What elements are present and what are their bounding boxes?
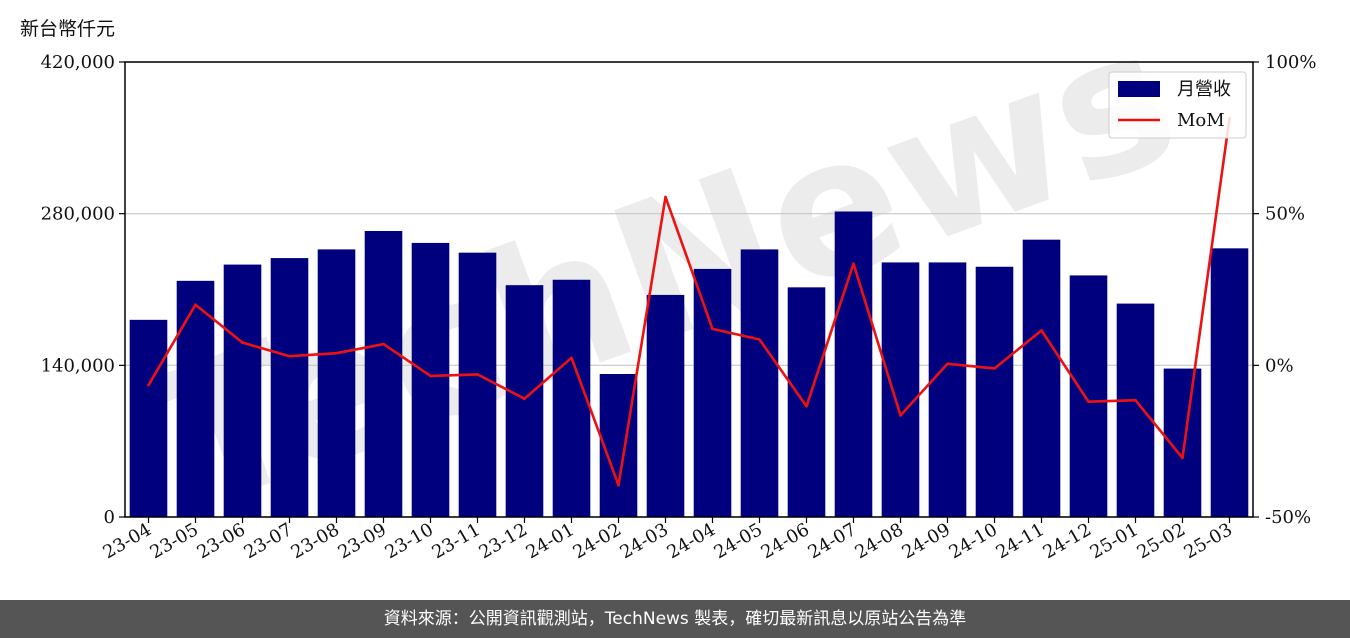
bar-monthly-revenue: [270, 258, 309, 517]
y-right-tick-label: -50%: [1265, 507, 1311, 528]
x-tick-label: 23-11: [429, 519, 484, 563]
x-tick-label: 24-09: [899, 519, 954, 563]
y-left-tick-label: 0: [104, 507, 115, 528]
line-point-mom: [946, 362, 949, 366]
line-point-mom: [147, 383, 150, 387]
line-point-mom: [852, 262, 855, 266]
x-tick-label: 24-11: [993, 519, 1048, 563]
line-point-mom: [570, 356, 573, 360]
bar-monthly-revenue: [1116, 303, 1155, 517]
bar-monthly-revenue: [740, 249, 779, 517]
x-tick-label: 24-08: [852, 519, 907, 563]
line-point-mom: [1134, 398, 1137, 402]
bar-monthly-revenue: [1210, 248, 1249, 518]
bar-monthly-revenue: [975, 266, 1014, 517]
y-left-tick-label: 420,000: [41, 52, 115, 73]
line-point-mom: [523, 397, 526, 401]
bar-series: [129, 211, 1249, 518]
bar-monthly-revenue: [317, 249, 356, 517]
bar-monthly-revenue: [552, 279, 591, 517]
bar-monthly-revenue: [411, 242, 450, 517]
line-mom: [147, 117, 1231, 487]
line-point-mom: [664, 195, 667, 199]
bar-monthly-revenue: [364, 231, 403, 517]
bar-monthly-revenue: [505, 285, 544, 517]
chart-area: TechNews 0140,000280,000420,000-50%0%50%…: [41, 0, 1317, 563]
x-tick-label: 23-08: [288, 519, 343, 563]
y-right-tick-label: 0%: [1265, 355, 1294, 376]
x-tick-label: 24-04: [664, 519, 719, 563]
line-point-mom: [899, 414, 902, 417]
bar-monthly-revenue: [223, 264, 262, 517]
line-point-mom: [335, 351, 338, 355]
line-point-mom: [1087, 400, 1090, 404]
line-point-mom: [1181, 456, 1184, 460]
bar-monthly-revenue: [176, 280, 215, 517]
legend-label-mom: MoM: [1177, 110, 1225, 131]
bar-monthly-revenue: [1069, 275, 1108, 517]
legend: 月營收 MoM: [1108, 71, 1247, 139]
line-point-mom: [429, 374, 432, 378]
line-point-mom: [758, 338, 761, 341]
bar-monthly-revenue: [881, 262, 920, 517]
y-right-tick-label: 100%: [1265, 52, 1316, 73]
x-tick-label: 23-05: [147, 519, 202, 563]
line-point-mom: [288, 354, 291, 358]
x-tick-label: 23-10: [382, 519, 437, 563]
x-tick-label: 24-05: [711, 519, 766, 563]
x-tick-label: 24-02: [570, 519, 625, 563]
x-tick-label: 24-01: [523, 519, 578, 563]
y-axis-unit-label: 新台幣仟元: [20, 18, 116, 40]
bar-monthly-revenue: [693, 268, 732, 517]
line-point-mom: [617, 483, 620, 487]
source-footer: 資料來源：公開資訊觀測站，TechNews 製表，確切最新訊息以原站公告為準: [0, 600, 1350, 638]
x-tick-label: 24-03: [617, 519, 672, 563]
legend-label-revenue: 月營收: [1177, 79, 1231, 100]
line-point-mom: [476, 373, 479, 376]
bar-monthly-revenue: [928, 262, 967, 517]
bar-monthly-revenue: [834, 211, 873, 517]
x-tick-label: 24-07: [805, 519, 860, 563]
x-tick-label: 23-12: [476, 519, 531, 563]
line-point-mom: [1040, 329, 1043, 332]
x-tick-label: 25-03: [1181, 519, 1236, 563]
line-point-mom: [194, 303, 197, 306]
x-tick-label: 24-06: [758, 519, 813, 563]
x-tick-label: 24-12: [1040, 519, 1095, 563]
line-point-mom: [993, 367, 996, 370]
plot-frame: [124, 61, 1254, 518]
y-left-tick-label: 140,000: [41, 355, 115, 376]
bar-monthly-revenue: [646, 294, 685, 517]
x-tick-label: 24-10: [946, 519, 1001, 563]
x-tick-label: 23-09: [335, 519, 390, 563]
x-tick-label: 25-01: [1087, 519, 1142, 563]
x-tick-label: 25-02: [1134, 519, 1189, 563]
bar-monthly-revenue: [1022, 239, 1061, 517]
line-point-mom: [382, 342, 385, 346]
bar-monthly-revenue: [129, 319, 168, 517]
bar-monthly-revenue: [458, 252, 497, 517]
y-left-tick-label: 280,000: [41, 204, 115, 225]
line-point-mom: [805, 404, 808, 408]
bar-monthly-revenue: [599, 374, 638, 517]
legend-swatch-bar: [1118, 81, 1160, 97]
y-right-tick-label: 50%: [1265, 204, 1305, 225]
line-point-mom: [711, 327, 714, 331]
line-point-mom: [241, 341, 244, 344]
